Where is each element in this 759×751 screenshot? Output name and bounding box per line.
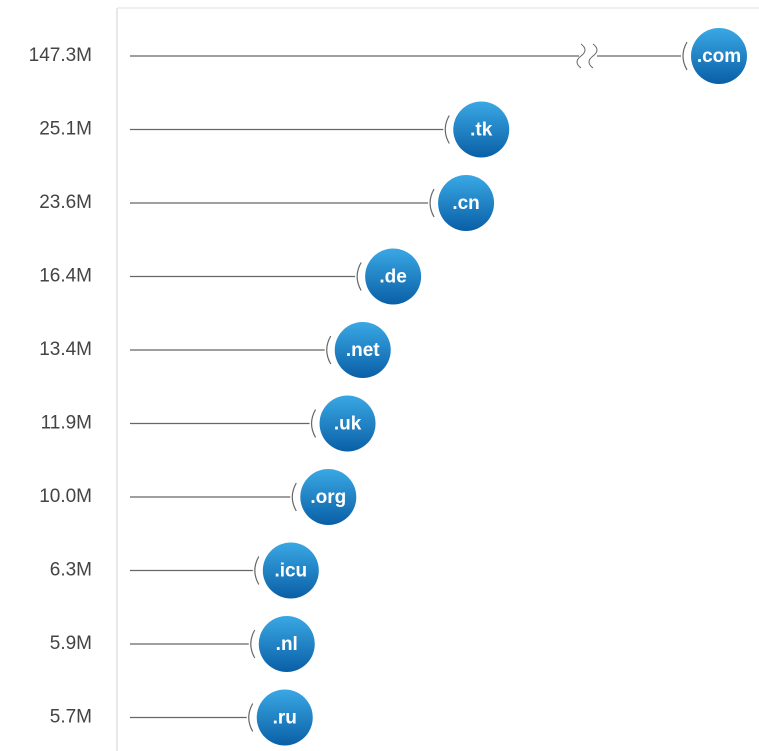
bar-row: 147.3M .com bbox=[29, 28, 747, 84]
value-label: 16.4M bbox=[39, 266, 92, 287]
bar-end-bracket bbox=[310, 409, 317, 438]
bar-row: 5.9M .nl bbox=[50, 616, 315, 672]
bar-end-bracket bbox=[326, 335, 332, 365]
tld-label: .org bbox=[310, 487, 346, 508]
tld-label: .ru bbox=[273, 708, 297, 729]
bar-row: 25.1M .tk bbox=[39, 101, 510, 158]
bar-end-bracket bbox=[444, 115, 450, 144]
bar-row: 16.4M .de bbox=[39, 248, 422, 305]
bar-end-bubble bbox=[691, 28, 747, 84]
bar-row: 11.9M .uk bbox=[41, 395, 376, 452]
axis-break-mark bbox=[576, 43, 598, 69]
tld-label: .cn bbox=[452, 193, 479, 214]
bar-end-bracket bbox=[682, 41, 688, 71]
value-label: 10.0M bbox=[39, 486, 92, 507]
tld-label: .de bbox=[379, 267, 406, 288]
bar-end-bracket bbox=[291, 482, 297, 512]
bar-end-bubble bbox=[438, 175, 495, 231]
value-label: 5.7M bbox=[50, 707, 92, 728]
bar-end-bracket bbox=[248, 703, 254, 732]
bar-end-bubble bbox=[256, 689, 313, 746]
bar-row: 5.7M .ru bbox=[50, 689, 313, 746]
bar-end-bubble bbox=[365, 248, 422, 305]
value-label: 11.9M bbox=[41, 413, 92, 434]
bar-end-bracket bbox=[429, 188, 435, 218]
bar-end-bubble bbox=[300, 469, 357, 525]
value-label: 23.6M bbox=[39, 192, 92, 213]
value-label: 5.9M bbox=[50, 633, 92, 654]
bar-end-bubble bbox=[334, 322, 391, 378]
bar-end-bubble bbox=[262, 542, 319, 599]
tld-label: .uk bbox=[334, 414, 362, 435]
bar-end-bracket bbox=[254, 556, 260, 585]
value-label: 147.3M bbox=[29, 45, 92, 66]
bar-end-bracket bbox=[356, 262, 362, 291]
tld-label: .com bbox=[697, 46, 741, 67]
value-label: 13.4M bbox=[39, 339, 92, 360]
tld-label: .icu bbox=[274, 561, 307, 582]
bar-end-bubble bbox=[258, 616, 315, 672]
tld-label: .tk bbox=[470, 120, 493, 141]
bar-row: 10.0M .org bbox=[39, 469, 357, 525]
bar-end-bubble bbox=[453, 101, 510, 158]
value-label: 25.1M bbox=[39, 119, 92, 140]
bar-row: 23.6M .cn bbox=[39, 175, 495, 231]
bar-end-bubble bbox=[319, 395, 376, 452]
bar-row: 6.3M .icu bbox=[50, 542, 319, 599]
tld-label: .nl bbox=[276, 634, 298, 655]
bar-end-bracket bbox=[250, 629, 256, 659]
tld-label: .net bbox=[346, 340, 380, 361]
bar-row: 13.4M .net bbox=[39, 322, 391, 378]
value-label: 6.3M bbox=[50, 560, 92, 581]
